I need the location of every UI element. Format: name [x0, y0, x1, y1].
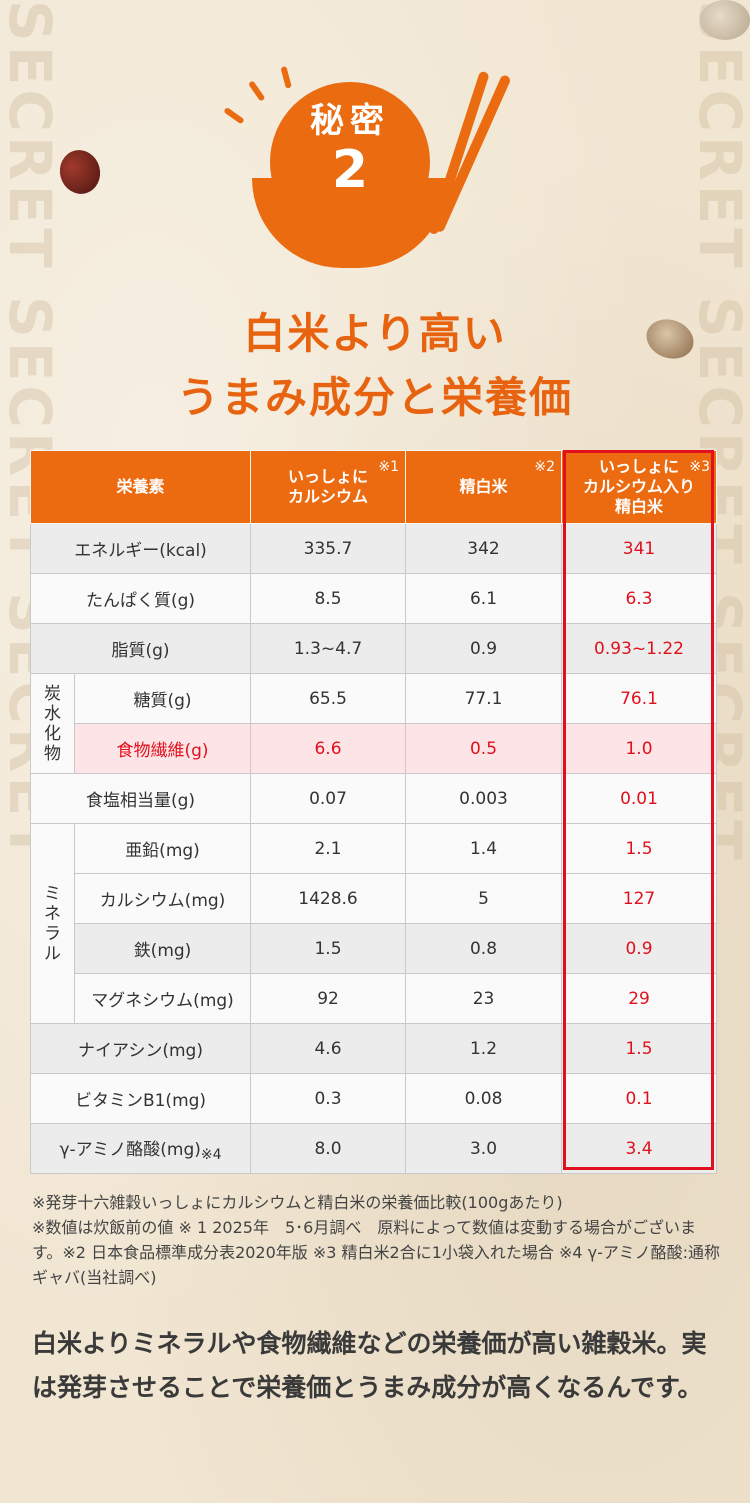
badge-label: 秘密 [310, 101, 390, 141]
table-row: エネルギー(kcal) 335.7 342 341 [29, 523, 718, 574]
row-name: 食塩相当量(g) [29, 773, 252, 824]
cell-value: 4.6 [250, 1023, 407, 1074]
cell-value-fiber: 6.6 [250, 723, 407, 774]
table-row: ミ ネ ラ ル 亜鉛(mg) 2.1 1.4 1.5 [30, 823, 718, 1024]
table-row: 鉄(mg) 1.5 0.8 0.9 [31, 923, 718, 974]
table-row: 食塩相当量(g) 0.07 0.003 0.01 [29, 773, 718, 824]
grain-icon-top [700, 0, 750, 40]
cell-value: 1428.6 [250, 873, 407, 924]
table-row: ビタミンB1(mg) 0.3 0.08 0.1 [29, 1073, 718, 1124]
footnote-1: ※発芽十六雑穀いっしょにカルシウムと精白米の栄養価比較(100gあたり) [32, 1193, 563, 1212]
row-name: エネルギー(kcal) [29, 523, 252, 574]
table-row: カルシウム(mg) 1428.6 5 127 [31, 873, 718, 924]
row-name-gaba: γ-アミノ酪酸(mg)※4 [29, 1123, 252, 1174]
row-name-fiber: 食物繊維(g) [73, 723, 252, 774]
cell-value: 0.9 [405, 623, 563, 674]
table-header-row: 栄養素 いっしょに カルシウム ※1 精白米 ※2 いっしょに カルシウム入り … [29, 450, 718, 524]
cell-value: 0.8 [405, 923, 563, 974]
headline-line1: 白米より高い [243, 309, 507, 358]
cell-value-highlight: 1.5 [561, 1023, 718, 1074]
row-name: ビタミンB1(mg) [29, 1073, 252, 1124]
cell-value: 77.1 [405, 673, 563, 724]
cell-value: 0.003 [405, 773, 563, 824]
header-nutrient: 栄養素 [29, 450, 252, 524]
row-name: カルシウム(mg) [73, 873, 252, 924]
cell-value: 342 [405, 523, 563, 574]
cell-value: 3.0 [405, 1123, 563, 1174]
row-name: 鉄(mg) [73, 923, 252, 974]
table-row: マグネシウム(mg) 92 23 29 [31, 973, 718, 1024]
cell-value-highlight: 29 [561, 973, 718, 1024]
cell-value: 8.0 [250, 1123, 407, 1174]
table-row: ナイアシン(mg) 4.6 1.2 1.5 [29, 1023, 718, 1074]
row-name: 糖質(g) [73, 673, 252, 724]
row-name: 亜鉛(mg) [73, 823, 252, 874]
cell-value: 0.08 [405, 1073, 563, 1124]
cell-value-fiber: 0.5 [405, 723, 563, 774]
spark-icon [280, 65, 292, 89]
cell-value: 0.3 [250, 1073, 407, 1124]
header-calcium: いっしょに カルシウム ※1 [250, 450, 407, 524]
row-name: たんぱく質(g) [29, 573, 252, 624]
table-row-fiber: 食物繊維(g) 6.6 0.5 1.0 [31, 723, 718, 774]
cell-value-highlight: 341 [561, 523, 718, 574]
table-row: 脂質(g) 1.3~4.7 0.9 0.93~1.22 [29, 623, 718, 674]
cell-value-highlight: 0.01 [561, 773, 718, 824]
footnote-2: ※数値は炊飯前の値 ※ 1 2025年 5･6月調べ 原料によって数値は変動する… [32, 1218, 720, 1287]
note-mark-1: ※1 [378, 459, 400, 475]
header-mixed: いっしょに カルシウム入り 精白米 ※3 [561, 450, 718, 524]
row-name: マグネシウム(mg) [73, 973, 252, 1024]
cell-value: 1.3~4.7 [250, 623, 407, 674]
cell-value: 1.4 [405, 823, 563, 874]
cell-value-highlight: 76.1 [561, 673, 718, 724]
header-calcium-label: いっしょに カルシウム [288, 467, 369, 506]
nutrition-table: 栄養素 いっしょに カルシウム ※1 精白米 ※2 いっしょに カルシウム入り … [29, 450, 718, 1174]
cell-value: 23 [405, 973, 563, 1024]
cell-value-highlight: 6.3 [561, 573, 718, 624]
cell-value: 1.2 [405, 1023, 563, 1074]
cell-value-highlight: 3.4 [561, 1123, 718, 1174]
note-mark-4: ※4 [200, 1146, 222, 1163]
cell-value-highlight: 127 [561, 873, 718, 924]
row-name: γ-アミノ酪酸(mg) [59, 1139, 201, 1160]
row-name: 脂質(g) [29, 623, 252, 674]
cell-value: 6.1 [405, 573, 563, 624]
cell-value: 1.5 [250, 923, 407, 974]
cell-value-highlight: 1.5 [561, 823, 718, 874]
header-mixed-label: いっしょに カルシウム入り 精白米 [583, 457, 696, 516]
table-row: 炭 水 化 物 糖質(g) 65.5 77.1 76.1 [30, 673, 718, 774]
cell-value: 335.7 [250, 523, 407, 574]
footnotes: ※発芽十六雑穀いっしょにカルシウムと精白米の栄養価比較(100gあたり) ※数値… [32, 1190, 722, 1290]
note-mark-2: ※2 [534, 459, 556, 475]
cell-value: 0.07 [250, 773, 407, 824]
secret-badge: 秘密 2 [223, 60, 530, 270]
group-carb: 炭 水 化 物 [30, 673, 75, 774]
cell-value-fiber-highlight: 1.0 [561, 723, 718, 774]
cell-value: 92 [250, 973, 407, 1024]
spark-icon [247, 80, 266, 102]
cell-value-highlight: 0.93~1.22 [561, 623, 718, 674]
group-mineral: ミ ネ ラ ル [30, 823, 75, 1024]
cell-value-highlight: 0.1 [561, 1073, 718, 1124]
cell-value: 8.5 [250, 573, 407, 624]
cell-value: 65.5 [250, 673, 407, 724]
cell-value: 2.1 [250, 823, 407, 874]
rice-bowl: 秘密 2 [270, 82, 430, 242]
header-white-rice-label: 精白米 [459, 477, 508, 496]
body-text: 白米よりミネラルや食物繊維などの栄養価が高い雑穀米。実は発芽させることで栄養価と… [32, 1329, 707, 1402]
row-name: ナイアシン(mg) [29, 1023, 252, 1074]
headline-line2: うまみ成分と栄養価 [176, 373, 573, 422]
table-row: たんぱく質(g) 8.5 6.1 6.3 [29, 573, 718, 624]
cell-value: 5 [405, 873, 563, 924]
badge-number: 2 [331, 140, 369, 200]
cell-value-highlight: 0.9 [561, 923, 718, 974]
header-white-rice: 精白米 ※2 [405, 450, 563, 524]
table-row: γ-アミノ酪酸(mg)※4 8.0 3.0 3.4 [29, 1123, 718, 1174]
note-mark-3: ※3 [689, 459, 711, 475]
